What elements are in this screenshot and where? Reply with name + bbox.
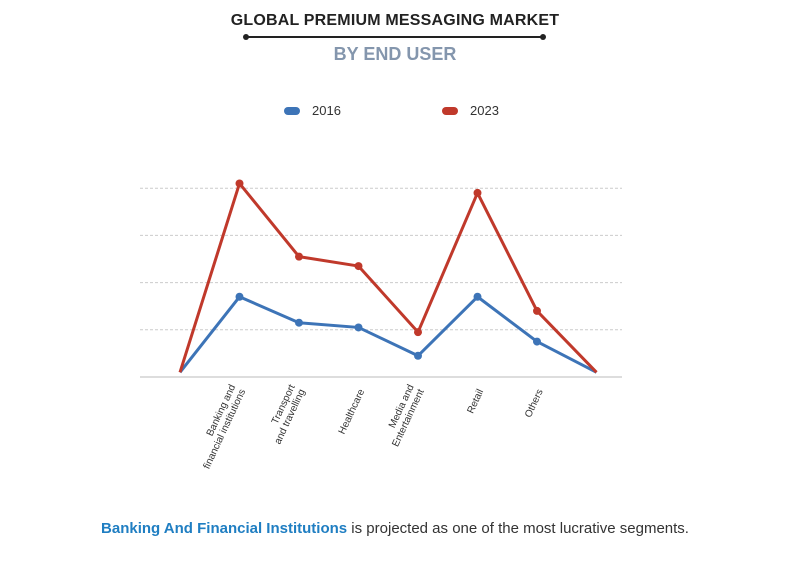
x-tick-label: Media andEntertainment [380,383,426,449]
footer-note: Banking And Financial Institutions is pr… [0,520,790,537]
legend-item-2023: 2023 [442,103,499,118]
data-point-2016 [235,292,244,301]
data-point-2023 [533,306,541,315]
data-point-2023 [354,262,363,271]
legend: 2016 2023 [0,103,790,123]
legend-swatch-2016 [284,106,300,115]
chart-subtitle: BY END USER [333,44,457,64]
data-point-2016 [533,337,541,346]
x-tick-label: Retail [465,388,486,416]
x-tick-label-line: Healthcare [337,387,368,436]
series-line-2023 [178,181,598,374]
data-point-2016 [295,318,303,327]
data-point-2023 [473,188,482,197]
data-point-2016 [414,351,422,360]
legend-label-2023: 2023 [470,103,499,118]
x-tick-label: Transportand travelling [263,383,308,446]
series-line-2016 [178,295,598,374]
x-tick-label: Healthcare [337,387,368,436]
x-tick-label-line: Retail [465,388,486,416]
legend-label-2016: 2016 [312,103,341,118]
chart-title: GLOBAL PREMIUM MESSAGING MARKET [230,12,560,29]
line-chart: Banking andfinancial institutions Transpo… [140,179,622,471]
data-point-2016 [473,292,482,301]
legend-swatch-2023 [442,106,458,115]
legend-item-2016: 2016 [284,103,341,118]
data-point-2023 [414,328,422,337]
x-tick-label: Others [523,388,546,420]
title-divider [243,34,546,40]
footer-text: is projected as one of the most lucrativ… [347,520,689,537]
x-tick-label-line: Others [523,388,546,420]
footer-highlight: Banking And Financial Institutions [101,520,348,537]
data-point-2016 [354,323,363,332]
x-tick-label: Banking andfinancial institutions [192,383,249,471]
data-point-2023 [295,252,303,261]
data-point-2023 [235,179,244,188]
